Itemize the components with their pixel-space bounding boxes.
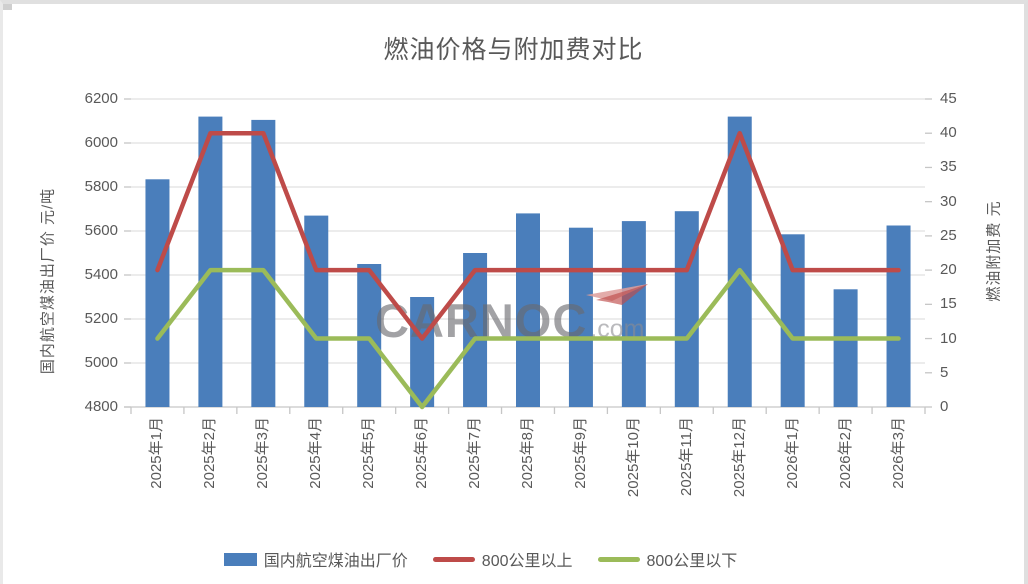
x-axis-tick-label: 2026年2月 — [836, 417, 854, 489]
x-axis-tick-label: 2025年3月 — [254, 417, 272, 489]
x-axis-tick-label: 2025年6月 — [413, 417, 431, 489]
y-axis-left-tick-label: 6000 — [84, 134, 118, 151]
y-axis-left-tick-label: 5000 — [84, 354, 118, 371]
bar — [357, 264, 382, 407]
legend-label-under-800km: 800公里以下 — [646, 553, 738, 570]
legend-line-swatch-over-800km — [432, 556, 475, 562]
legend-item-kerosene-price: 国内航空煤油出厂价 — [223, 547, 408, 571]
y-axis-right-tick-label: 15 — [940, 295, 957, 313]
legend-bar-swatch — [223, 552, 257, 566]
x-axis-tick-label: 2025年2月 — [201, 417, 219, 489]
x-axis-tick-label: 2025年4月 — [307, 417, 325, 489]
x-axis-tick-label: 2025年11月 — [677, 417, 695, 496]
y-axis-right-tick-label: 5 — [940, 363, 949, 381]
y-axis-left-tick-label: 5800 — [84, 178, 118, 195]
y-axis-right-tick-label: 35 — [940, 158, 957, 176]
corner-artifact — [3, 4, 12, 10]
bar — [516, 213, 540, 407]
legend-label-over-800km: 800公里以上 — [481, 553, 573, 570]
y-axis-left-tick-label: 6200 — [84, 90, 118, 107]
watermark-plane-icon — [586, 284, 648, 305]
y-axis-left-tick-label: 5200 — [84, 310, 118, 327]
x-axis-tick-label: 2025年12月 — [730, 417, 748, 498]
bar — [251, 119, 276, 408]
bar — [621, 221, 646, 407]
y-axis-left-tick-label: 5400 — [84, 266, 118, 283]
y-axis-right-tick-label: 0 — [940, 398, 949, 415]
x-axis-tick-label: 2026年1月 — [783, 417, 801, 489]
legend-label-kerosene-price: 国内航空煤油出厂价 — [263, 553, 408, 570]
x-axis-tick-label: 2025年10月 — [624, 417, 642, 498]
line-800km-below — [155, 267, 901, 410]
y-axis-left-tick-label: 4800 — [84, 398, 118, 415]
x-axis-tick-label: 2025年7月 — [466, 417, 484, 489]
line-800km-above — [155, 130, 901, 341]
plot-lines-layer — [155, 130, 901, 410]
y-axis-right-tick-label: 40 — [940, 124, 957, 142]
bar — [727, 116, 752, 407]
bar — [198, 116, 223, 407]
bar — [410, 297, 435, 407]
bar — [145, 179, 170, 407]
bar — [886, 225, 911, 407]
bar — [568, 227, 593, 407]
y-axis-left-title: 国内航空煤油出厂价 元/吨 — [39, 187, 57, 375]
x-axis-tick-label: 2026年3月 — [889, 417, 907, 489]
y-axis-left-tick-label: 5600 — [84, 222, 118, 239]
x-axis-tick-label: 2025年1月 — [148, 417, 166, 489]
legend-line-swatch-under-800km — [597, 556, 640, 562]
y-axis-right-tick-label: 20 — [940, 261, 957, 279]
plot-base-layer — [124, 98, 932, 414]
chart-title: 燃油价格与附加费对比 — [383, 36, 644, 64]
y-axis-right-title: 燃油附加费 元 — [985, 200, 1003, 302]
bar — [780, 234, 805, 407]
legend-item-under-800km: 800公里以下 — [597, 547, 738, 571]
bar — [833, 289, 858, 407]
y-axis-right-tick-label: 30 — [940, 192, 957, 210]
y-axis-right-tick-label: 45 — [940, 90, 957, 107]
legend: 国内航空煤油出厂价 800公里以上 800公里以下 — [3, 547, 1024, 571]
y-axis-right-tick-label: 25 — [940, 226, 957, 244]
x-axis-tick-label: 2025年9月 — [571, 417, 589, 489]
x-axis-tick-label: 2025年8月 — [519, 417, 536, 489]
y-axis-right-tick-label: 10 — [940, 329, 957, 347]
x-axis-tick-label: 2025年5月 — [360, 417, 378, 489]
legend-item-over-800km: 800公里以上 — [432, 547, 573, 571]
